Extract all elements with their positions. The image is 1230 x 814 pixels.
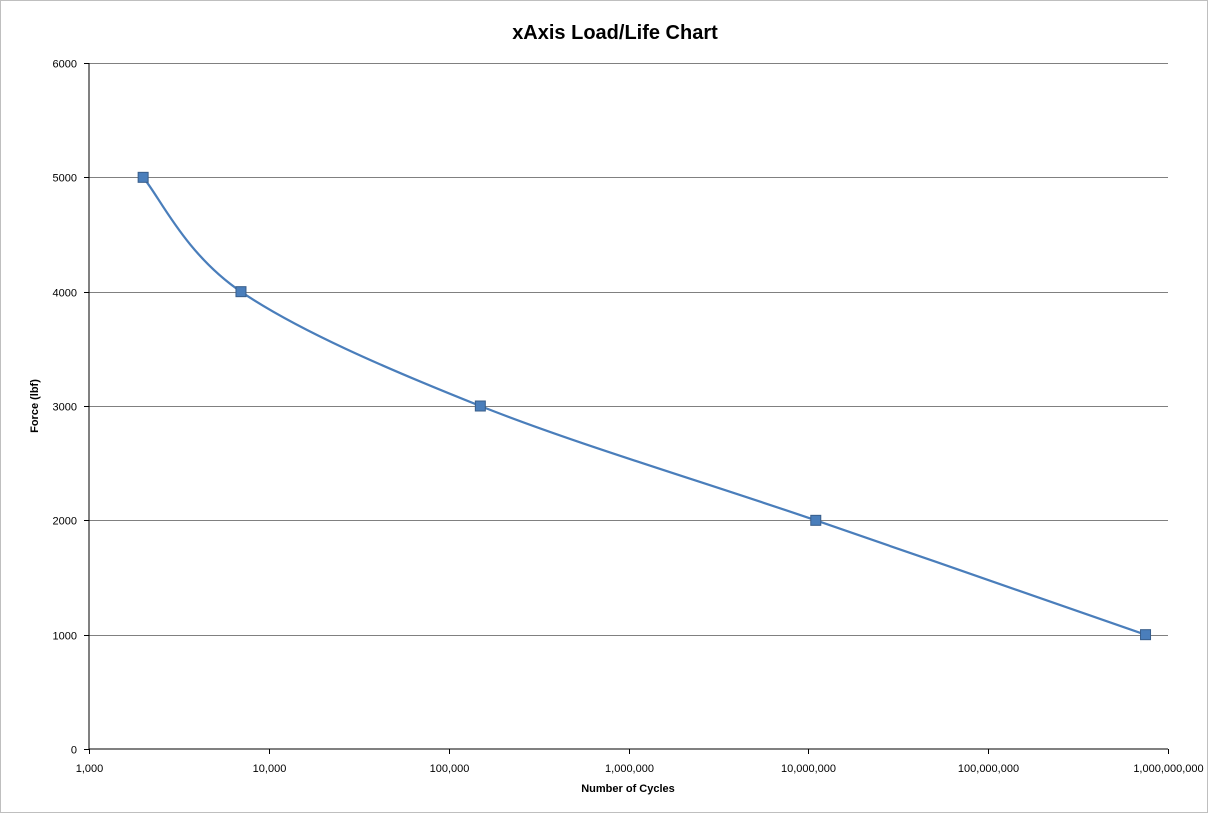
y-tick-label: 2000 (53, 516, 77, 528)
tick-layer: 0 1000 2000 3000 4000 5000 6000 1,000 10,000 100,… (53, 59, 1204, 776)
y-tick-label: 1000 (53, 631, 77, 643)
x-axis-title: Number of Cycles (581, 783, 675, 795)
x-tick-label: 100,000 (430, 763, 470, 775)
y-tick-label: 4000 (53, 288, 77, 300)
x-tick-label: 10,000,000 (781, 763, 836, 775)
data-point-marker (810, 514, 822, 526)
x-tick-label: 10,000 (253, 763, 287, 775)
data-point-marker (235, 286, 247, 298)
x-tick-label: 1,000,000,000 (1133, 763, 1203, 775)
y-tick-label: 3000 (53, 402, 77, 414)
data-point-marker (137, 171, 149, 183)
x-tick-label: 100,000,000 (958, 763, 1019, 775)
series-line (142, 176, 1146, 636)
grid-layer (89, 63, 1168, 636)
y-tick-label: 5000 (53, 173, 77, 185)
x-tick-label: 1,000,000 (605, 763, 654, 775)
x-tick-label: 1,000 (76, 763, 104, 775)
data-point-marker (474, 400, 486, 412)
y-tick-label: 0 (71, 745, 77, 757)
chart-title: xAxis Load/Life Chart (512, 22, 718, 44)
y-axis-title: Force (lbf) (29, 379, 41, 433)
data-point-marker (1140, 629, 1152, 641)
y-tick-label: 6000 (53, 59, 77, 71)
series-layer (137, 171, 1152, 641)
